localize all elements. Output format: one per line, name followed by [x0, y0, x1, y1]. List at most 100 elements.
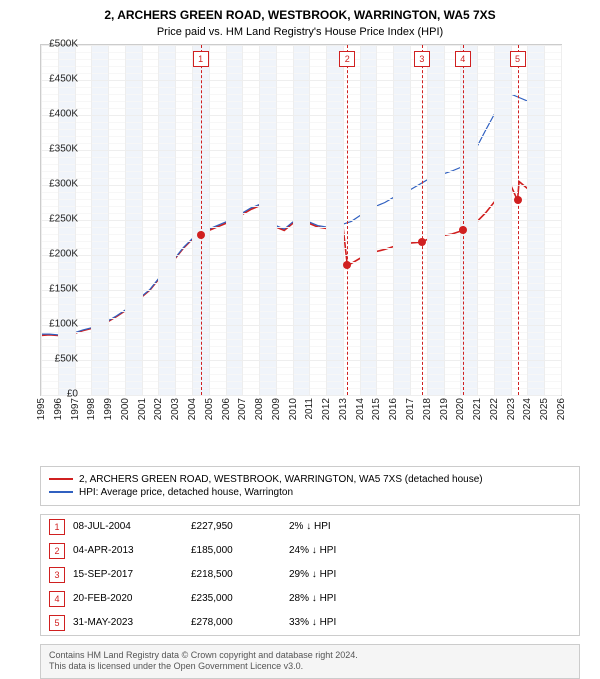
- hgrid: [41, 325, 561, 326]
- sales-table-row: 315-SEP-2017£218,50029% ↓ HPI: [41, 563, 579, 587]
- vgrid: [259, 45, 260, 395]
- x-tick-label: 1998: [86, 398, 97, 420]
- hgrid: [41, 395, 561, 396]
- vgrid: [309, 45, 310, 395]
- x-tick-label: 2004: [187, 398, 198, 420]
- sale-event-line: [463, 45, 464, 395]
- vgrid: [108, 45, 109, 395]
- minor-hgrid: [41, 374, 561, 375]
- sales-row-date: 20-FEB-2020: [73, 593, 183, 604]
- x-tick-label: 2012: [321, 398, 332, 420]
- y-tick-label: £150K: [38, 283, 78, 294]
- legend-box: 2, ARCHERS GREEN ROAD, WESTBROOK, WARRIN…: [40, 466, 580, 506]
- x-tick-label: 1997: [70, 398, 81, 420]
- legend-item: 2, ARCHERS GREEN ROAD, WESTBROOK, WARRIN…: [49, 473, 571, 486]
- vgrid: [276, 45, 277, 395]
- hgrid: [41, 80, 561, 81]
- x-tick-label: 2021: [472, 398, 483, 420]
- minor-hgrid: [41, 192, 561, 193]
- minor-hgrid: [41, 122, 561, 123]
- minor-hgrid: [41, 164, 561, 165]
- footer-box: Contains HM Land Registry data © Crown c…: [40, 644, 580, 679]
- sale-event-dot: [343, 261, 351, 269]
- sale-event-line: [201, 45, 202, 395]
- sale-event-marker: 1: [193, 51, 209, 67]
- sales-row-price: £235,000: [191, 593, 281, 604]
- sale-event-marker: 3: [414, 51, 430, 67]
- minor-hgrid: [41, 178, 561, 179]
- x-tick-label: 2024: [522, 398, 533, 420]
- minor-hgrid: [41, 346, 561, 347]
- vgrid: [192, 45, 193, 395]
- footer-line-2: This data is licensed under the Open Gov…: [49, 661, 571, 673]
- minor-hgrid: [41, 311, 561, 312]
- sales-table-row: 420-FEB-2020£235,00028% ↓ HPI: [41, 587, 579, 611]
- x-tick-label: 2006: [221, 398, 232, 420]
- x-tick-label: 2003: [170, 398, 181, 420]
- x-tick-label: 2013: [338, 398, 349, 420]
- vgrid: [444, 45, 445, 395]
- minor-hgrid: [41, 101, 561, 102]
- y-tick-label: £200K: [38, 248, 78, 259]
- hgrid: [41, 220, 561, 221]
- sale-event-line: [518, 45, 519, 395]
- minor-hgrid: [41, 304, 561, 305]
- vgrid: [494, 45, 495, 395]
- vgrid: [293, 45, 294, 395]
- minor-hgrid: [41, 108, 561, 109]
- sales-row-price: £218,500: [191, 569, 281, 580]
- minor-hgrid: [41, 283, 561, 284]
- vgrid: [427, 45, 428, 395]
- vgrid: [343, 45, 344, 395]
- y-tick-label: £400K: [38, 108, 78, 119]
- vgrid: [209, 45, 210, 395]
- minor-hgrid: [41, 332, 561, 333]
- vgrid: [158, 45, 159, 395]
- minor-hgrid: [41, 241, 561, 242]
- x-tick-label: 2018: [422, 398, 433, 420]
- vgrid: [410, 45, 411, 395]
- x-tick-label: 1995: [36, 398, 47, 420]
- y-tick-label: £450K: [38, 73, 78, 84]
- y-tick-label: £350K: [38, 143, 78, 154]
- plot-area: 12345: [40, 44, 562, 396]
- minor-hgrid: [41, 73, 561, 74]
- legend-swatch: [49, 491, 73, 493]
- x-tick-label: 2011: [304, 398, 315, 420]
- x-tick-label: 2023: [506, 398, 517, 420]
- legend-label: HPI: Average price, detached house, Warr…: [79, 487, 293, 498]
- minor-hgrid: [41, 129, 561, 130]
- chart-container: 2, ARCHERS GREEN ROAD, WESTBROOK, WARRIN…: [0, 0, 600, 650]
- hgrid: [41, 290, 561, 291]
- minor-hgrid: [41, 94, 561, 95]
- sales-row-marker: 3: [49, 567, 65, 583]
- legend-label: 2, ARCHERS GREEN ROAD, WESTBROOK, WARRIN…: [79, 474, 483, 485]
- sales-row-diff: 24% ↓ HPI: [289, 545, 369, 556]
- vgrid: [91, 45, 92, 395]
- vgrid: [561, 45, 562, 395]
- sales-row-marker: 1: [49, 519, 65, 535]
- vgrid: [326, 45, 327, 395]
- vgrid: [360, 45, 361, 395]
- sales-row-date: 04-APR-2013: [73, 545, 183, 556]
- sales-table-row: 531-MAY-2023£278,00033% ↓ HPI: [41, 611, 579, 635]
- sale-event-marker: 2: [339, 51, 355, 67]
- x-tick-label: 2026: [556, 398, 567, 420]
- x-tick-label: 2014: [355, 398, 366, 420]
- sales-row-diff: 28% ↓ HPI: [289, 593, 369, 604]
- sales-row-diff: 2% ↓ HPI: [289, 521, 369, 532]
- minor-hgrid: [41, 248, 561, 249]
- minor-hgrid: [41, 339, 561, 340]
- vgrid: [477, 45, 478, 395]
- vgrid: [460, 45, 461, 395]
- x-tick-label: 2008: [254, 398, 265, 420]
- hgrid: [41, 185, 561, 186]
- sale-event-line: [347, 45, 348, 395]
- hgrid: [41, 360, 561, 361]
- vgrid: [242, 45, 243, 395]
- x-tick-label: 2000: [120, 398, 131, 420]
- vgrid: [175, 45, 176, 395]
- minor-hgrid: [41, 66, 561, 67]
- y-tick-label: £500K: [38, 38, 78, 49]
- sales-row-price: £278,000: [191, 617, 281, 628]
